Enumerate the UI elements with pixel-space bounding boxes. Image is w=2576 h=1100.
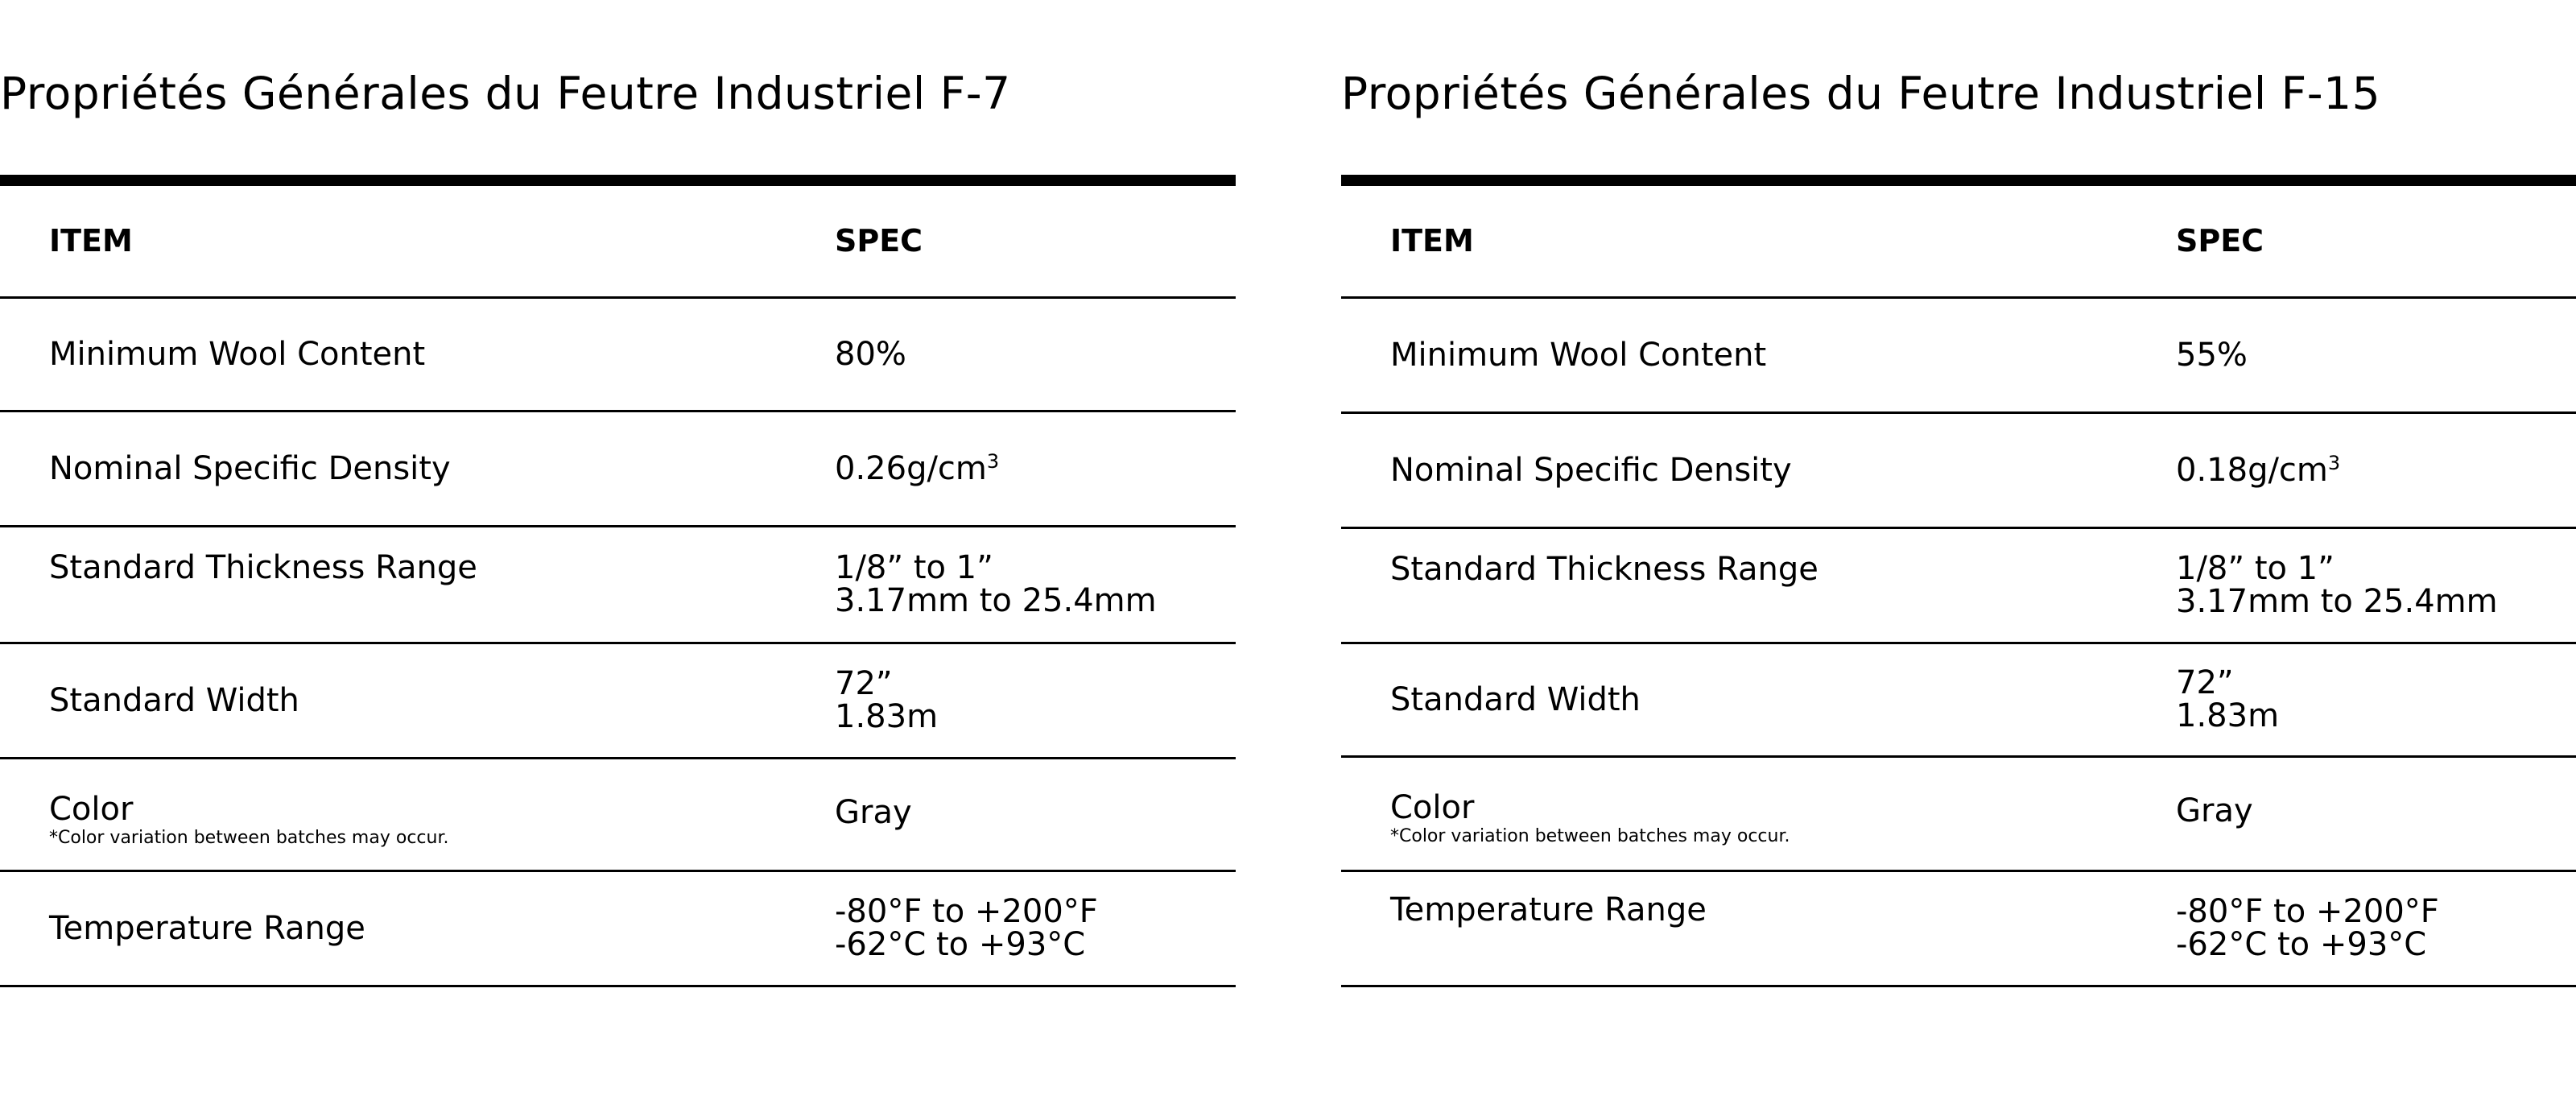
item-label: Color *Color variation between batches m…: [0, 759, 835, 870]
header-divider: [1341, 175, 2576, 186]
spec-text: 0.18g/cm: [2176, 451, 2328, 489]
table-row: Nominal Specific Density 0.18g/cm3: [1341, 414, 2576, 529]
spec-value: 72” 1.83m: [835, 644, 1236, 757]
footnote: *Color variation between batches may occ…: [49, 828, 449, 848]
item-text: Standard Thickness Range: [1390, 551, 1818, 588]
table-row: Minimum Wool Content 55%: [1341, 299, 2576, 414]
spec-line: 72”: [835, 665, 893, 702]
spec-value: -80°F to +200°F -62°C to +93°C: [2176, 872, 2576, 985]
table-row: Temperature Range -80°F to +200°F -62°C …: [1341, 872, 2576, 987]
item-label: Minimum Wool Content: [49, 335, 426, 373]
item-label: Temperature Range: [1341, 872, 2176, 985]
spec-line: 1.83m: [835, 698, 939, 735]
spec-value: -80°F to +200°F -62°C to +93°C: [835, 872, 1236, 985]
column-header-item: ITEM: [49, 223, 133, 258]
item-text: Temperature Range: [1390, 891, 1707, 928]
footnote: *Color variation between batches may occ…: [1390, 826, 1790, 846]
spec-value: 0.26g/cm3: [835, 412, 1236, 525]
spec-value: Gray: [2176, 792, 2253, 829]
item-text: Standard Thickness Range: [49, 549, 477, 586]
column-header-spec: SPEC: [2176, 223, 2264, 258]
item-label: Minimum Wool Content: [1390, 336, 1767, 374]
spec-value: 55%: [2176, 336, 2248, 374]
item-text: Color: [1390, 789, 1475, 826]
spec-line: 72”: [2176, 664, 2234, 701]
spec-line: -62°C to +93°C: [2176, 926, 2427, 963]
spec-value: 72” 1.83m: [2176, 644, 2576, 755]
item-label: Nominal Specific Density: [1390, 451, 1792, 489]
header-divider: [0, 175, 1236, 186]
table-header-row: ITEM SPEC: [1341, 186, 2576, 299]
spec-line: -62°C to +93°C: [835, 926, 1086, 963]
table-title: Propriétés Générales du Feutre Industrie…: [0, 68, 1011, 119]
item-label: Standard Thickness Range: [1341, 529, 2176, 642]
table-row: Standard Width 72” 1.83m: [0, 644, 1236, 759]
item-label: Color *Color variation between batches m…: [1341, 758, 2176, 870]
table-header-row: ITEM SPEC: [0, 186, 1236, 299]
superscript: 3: [986, 449, 1000, 473]
table-row: Color *Color variation between batches m…: [0, 759, 1236, 872]
table-row: Minimum Wool Content 80%: [0, 299, 1236, 412]
spec-line: 1.83m: [2176, 697, 2280, 734]
table-row: Standard Thickness Range 1/8” to 1” 3.17…: [1341, 529, 2576, 644]
item-label: Standard Width: [1390, 680, 1641, 718]
item-label: Nominal Specific Density: [49, 449, 451, 487]
spec-line: 3.17mm to 25.4mm: [835, 582, 1157, 619]
table-title: Propriétés Générales du Feutre Industrie…: [1341, 68, 2381, 119]
table-row: Color *Color variation between batches m…: [1341, 758, 2576, 872]
spec-line: -80°F to +200°F: [2176, 893, 2439, 930]
table-row: Standard Width 72” 1.83m: [1341, 644, 2576, 758]
item-label: Temperature Range: [49, 909, 365, 947]
spec-text: 0.26g/cm: [835, 449, 987, 487]
spec-value: 1/8” to 1” 3.17mm to 25.4mm: [2176, 529, 2576, 642]
table-row: Nominal Specific Density 0.26g/cm3: [0, 412, 1236, 527]
spec-value: 80%: [835, 335, 906, 373]
spec-line: 1/8” to 1”: [835, 549, 993, 586]
superscript: 3: [2327, 451, 2341, 474]
spec-value: 0.18g/cm3: [2176, 414, 2576, 527]
item-text: Color: [49, 791, 134, 828]
spec-line: 3.17mm to 25.4mm: [2176, 583, 2498, 620]
item-label: Standard Width: [49, 681, 299, 719]
spec-table: ITEM SPEC Minimum Wool Content 55% Nomin…: [1341, 186, 2576, 987]
table-row: Standard Thickness Range 1/8” to 1” 3.17…: [0, 527, 1236, 644]
spec-value: 1/8” to 1” 3.17mm to 25.4mm: [835, 527, 1236, 642]
column-header-spec: SPEC: [835, 223, 923, 258]
spec-line: -80°F to +200°F: [835, 893, 1098, 930]
item-label: Standard Thickness Range: [0, 527, 835, 642]
spec-line: 1/8” to 1”: [2176, 550, 2334, 587]
spec-value: Gray: [835, 794, 912, 831]
column-header-item: ITEM: [1390, 223, 1474, 258]
table-row: Temperature Range -80°F to +200°F -62°C …: [0, 872, 1236, 987]
spec-table: ITEM SPEC Minimum Wool Content 80% Nomin…: [0, 186, 1236, 987]
